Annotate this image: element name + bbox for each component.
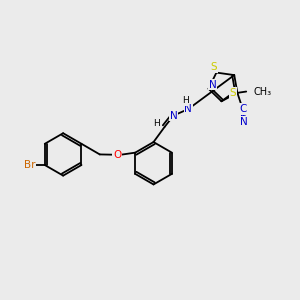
Text: C: C bbox=[239, 104, 246, 114]
Text: S: S bbox=[230, 88, 236, 98]
Text: N: N bbox=[240, 117, 248, 127]
Text: H: H bbox=[153, 119, 160, 128]
Text: Br: Br bbox=[24, 160, 35, 170]
Text: H: H bbox=[182, 96, 189, 105]
Text: O: O bbox=[113, 150, 122, 160]
Text: N: N bbox=[184, 104, 192, 114]
Text: CH₃: CH₃ bbox=[254, 87, 272, 97]
Text: N: N bbox=[170, 110, 177, 121]
Text: N: N bbox=[209, 80, 217, 90]
Text: S: S bbox=[211, 62, 217, 72]
